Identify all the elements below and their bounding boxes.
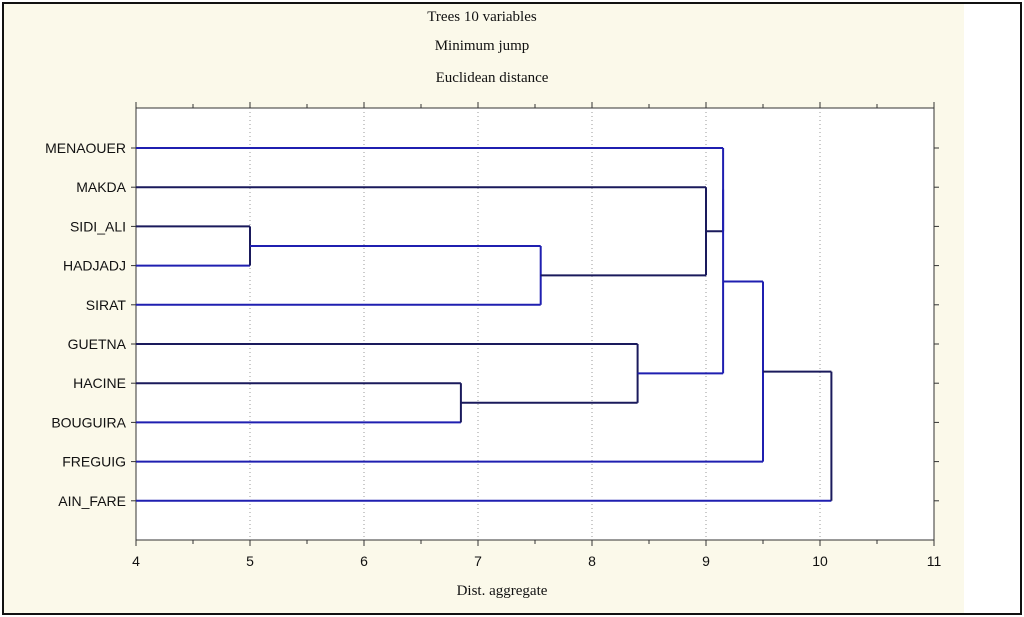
plot-area <box>135 107 935 541</box>
leaf-label: AIN_FARE <box>58 493 126 509</box>
x-tick-label: 11 <box>927 553 942 569</box>
x-tick-label: 4 <box>132 553 140 569</box>
leaf-label: HACINE <box>73 375 126 391</box>
x-tick-label: 8 <box>588 553 596 569</box>
chart-subtitle-distance: Euclidean distance <box>435 70 549 86</box>
x-axis-label: Dist. aggregate <box>456 583 548 599</box>
chart-subtitle-method: Minimum jump <box>434 38 530 54</box>
x-tick-label: 7 <box>474 553 482 569</box>
frame-margin <box>964 4 1020 613</box>
leaf-label: MENAOUER <box>45 140 126 156</box>
leaf-label: BOUGUIRA <box>51 414 126 430</box>
chart-title: Trees 10 variables <box>427 9 537 25</box>
x-tick-label: 6 <box>360 553 368 569</box>
leaf-label: FREGUIG <box>62 454 126 470</box>
x-tick-label: 10 <box>812 553 828 569</box>
x-tick-label: 9 <box>702 553 710 569</box>
leaf-label: MAKDA <box>76 179 126 195</box>
leaf-label: SIDI_ALI <box>70 218 126 234</box>
leaf-label: GUETNA <box>68 336 127 352</box>
leaf-label: SIRAT <box>86 297 127 313</box>
leaf-label: HADJADJ <box>63 258 126 274</box>
x-tick-label: 5 <box>246 553 254 569</box>
